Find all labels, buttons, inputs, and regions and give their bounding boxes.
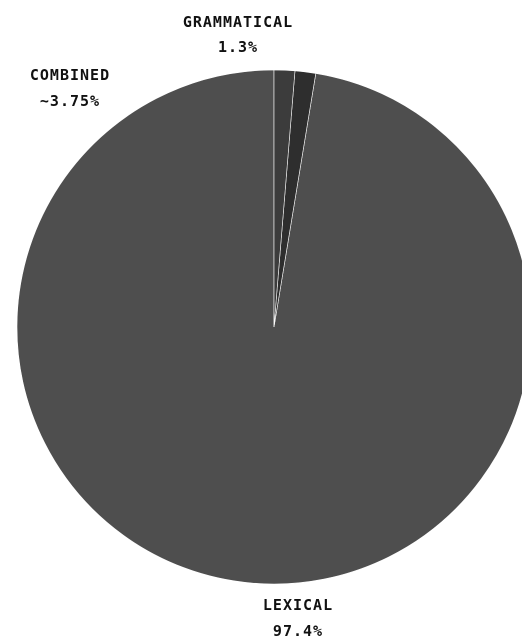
slice-label-lexical: LEXICAL: [263, 596, 333, 614]
slice-value-combined: ~3.75%: [40, 92, 100, 110]
pie-slices: [16, 69, 522, 585]
pie-slice-lexical: [16, 69, 522, 585]
slice-label-grammatical: GRAMMATICAL: [183, 13, 293, 31]
pie-slice-combined: [273, 69, 296, 328]
slice-value-lexical: 97.4%: [273, 622, 323, 640]
slice-label-combined: COMBINED: [30, 66, 110, 84]
slice-value-grammatical: 1.3%: [218, 38, 258, 56]
